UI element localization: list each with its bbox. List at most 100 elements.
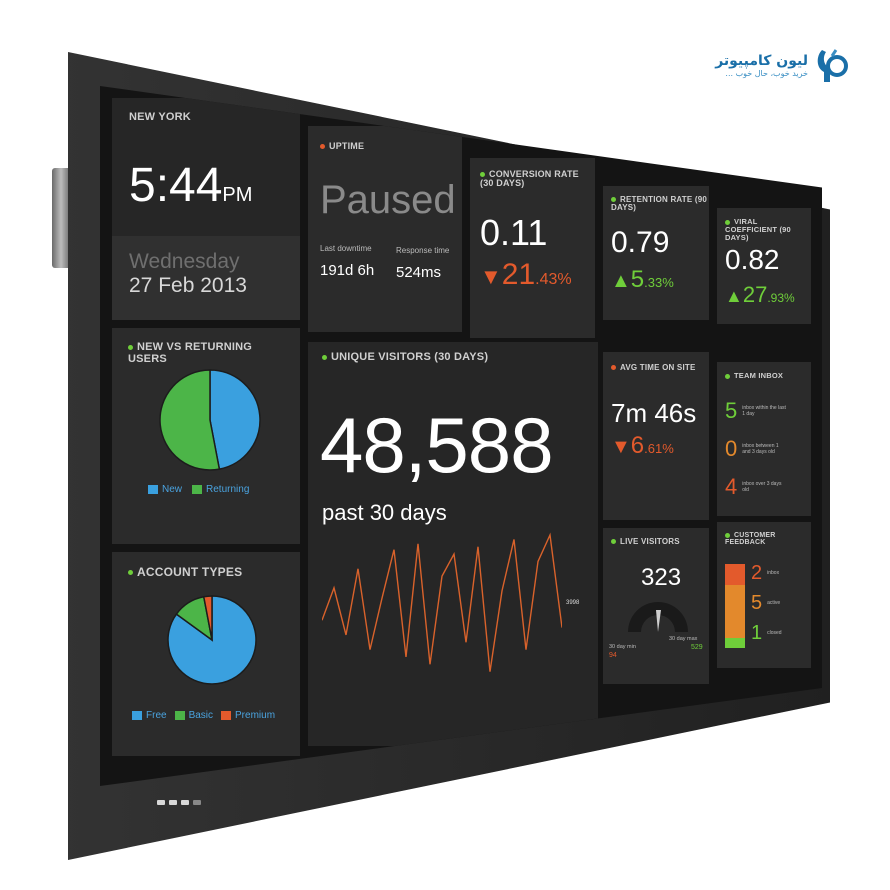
avg-time-change-dec: .61% [644,441,674,456]
legend-label: Basic [188,710,214,721]
list-item[interactable]: 5 active [751,588,782,618]
retention-change-dec: .33% [644,275,674,290]
list-item[interactable]: 2 inbox [751,558,782,588]
response-label: Response time [396,246,450,255]
legend-item-basic: Basic [174,710,214,721]
feedback-list: 2 inbox 5 active 1 closed [751,558,782,648]
team-inbox-tile: TEAM INBOX 5 inbox within the last 1 day … [717,362,811,516]
uptime-title-row: UPTIME [320,141,365,151]
response-value: 524ms [396,264,442,281]
legend-label: Returning [206,484,250,495]
status-dot-icon [725,219,730,225]
inbox-count: 5 [725,398,738,423]
account-types-pie-chart [167,595,257,685]
brand-name: لیون کامپیوتر [715,53,808,70]
status-dot-icon [480,172,485,178]
viral-change-dec: .93% [767,291,795,305]
status-dot-icon [725,373,730,379]
legend-label: Premium [235,710,276,721]
list-item[interactable]: 0 inbox between 1 and 3 days old [725,430,788,468]
brand-tagline: خرید خوب، حال خوب ... [725,69,808,79]
feedback-title-row: CUSTOMER FEEDBACK [725,532,811,547]
down-triangle-icon: ▼ [480,264,502,289]
nvr-title: NEW VS RETURNING USERS [128,341,253,365]
feedback-bar-closed [725,637,745,648]
clock-weekday: Wednesday [129,250,240,273]
pie-slice-returning [159,369,221,471]
customer-feedback-tile: CUSTOMER FEEDBACK 2 inbox 5 active 1 closed [717,522,811,668]
conversion-change-int: 21 [501,258,536,291]
front-button[interactable] [169,800,177,805]
front-button[interactable] [193,800,201,805]
inbox-count: 0 [725,436,738,461]
retention-value: 0.79 [611,226,670,259]
retention-change: ▲5.33% [611,266,674,294]
avg-time-title: AVG TIME ON SITE [620,363,696,372]
gauge-max-value: 529 [691,644,703,651]
feedback-label: inbox [767,570,780,576]
legend-item-new: New [148,484,182,495]
visitors-title-row: UNIQUE VISITORS (30 DAYS) [322,351,488,364]
list-item[interactable]: 5 inbox within the last 1 day [725,392,788,430]
inbox-label: inbox between 1 and 3 days old [742,443,779,455]
account-types-legend: Free Basic Premium [132,710,275,721]
avg-time-change: ▼6.61% [611,432,674,460]
avg-time-change-int: 6 [630,432,645,459]
legend-item-free: Free [132,710,167,721]
status-dot-icon [611,365,616,371]
visitors-caption: past 30 days [322,500,447,525]
retention-tile: RETENTION RATE (90 DAYS) 0.79 ▲5.33% [603,186,709,320]
status-dot-icon [611,539,616,545]
account-types-title: ACCOUNT TYPES [137,565,243,579]
live-visitors-title: LIVE VISITORS [620,537,680,546]
clock-time: 5:44PM [129,158,252,213]
brand-mark-icon [814,46,848,86]
account-types-tile: ACCOUNT TYPES Free Basic Premium [112,552,300,756]
gauge-max-label: 30 day max [669,636,698,642]
clock-date: 27 Feb 2013 [129,274,247,297]
new-vs-returning-tile: NEW VS RETURNING USERS New Returning [112,328,300,544]
feedback-count: 5 [751,591,763,614]
team-inbox-title-row: TEAM INBOX [725,372,783,380]
uptime-status: Paused [320,178,456,222]
conversion-tile: CONVERSION RATE (30 DAYS) 0.11 ▼21.43% [470,158,595,338]
legend-item-returning: Returning [192,484,249,495]
feedback-count: 2 [751,561,763,584]
feedback-bar-inbox [725,564,745,585]
account-types-title-row: ACCOUNT TYPES [128,566,242,579]
nvr-legend: New Returning [148,484,249,495]
avg-time-tile: AVG TIME ON SITE 7m 46s ▼6.61% [603,352,709,520]
retention-title: RETENTION RATE (90 DAYS) [611,195,708,213]
downtime-value: 191d 6h [320,262,375,279]
visitors-value: 48,588 [320,401,554,489]
live-visitors-value: 323 [641,564,682,591]
visitors-sparkline [322,532,562,672]
feedback-count: 1 [751,621,763,644]
front-button[interactable] [157,800,165,805]
live-visitors-tile: LIVE VISITORS 323 30 day min 94 30 day m… [603,528,709,684]
viral-title-row: VIRAL COEFFICIENT (90 DAYS) [725,218,809,242]
viral-title: VIRAL COEFFICIENT (90 DAYS) [725,217,791,242]
front-button[interactable] [181,800,189,805]
spark-end-label: 3998 [566,600,580,606]
conversion-change-dec: .43% [535,271,572,288]
viral-value: 0.82 [725,244,780,275]
feedback-stack-bar [725,564,745,648]
list-item[interactable]: 4 inbox over 3 days old [725,468,788,506]
pie-slice-new [209,369,261,470]
uptime-title: UPTIME [329,141,365,151]
clock-city: NEW YORK [129,111,191,123]
status-dot-icon [128,344,133,350]
viral-tile: VIRAL COEFFICIENT (90 DAYS) 0.82 ▲27.93% [717,208,811,324]
inbox-count: 4 [725,474,738,499]
inbox-label: inbox over 3 days old [742,481,782,493]
list-item[interactable]: 1 closed [751,618,782,648]
clock-tile: NEW YORK 5:44PM Wednesday 27 Feb 2013 [112,98,300,320]
conversion-change: ▼21.43% [480,258,572,292]
inbox-label: inbox within the last 1 day [742,405,786,417]
status-dot-icon [725,532,730,538]
conversion-value: 0.11 [480,212,548,253]
feedback-bar-active [725,585,745,638]
conversion-title-row: CONVERSION RATE (30 DAYS) [480,169,590,189]
up-triangle-icon: ▲ [611,270,631,292]
